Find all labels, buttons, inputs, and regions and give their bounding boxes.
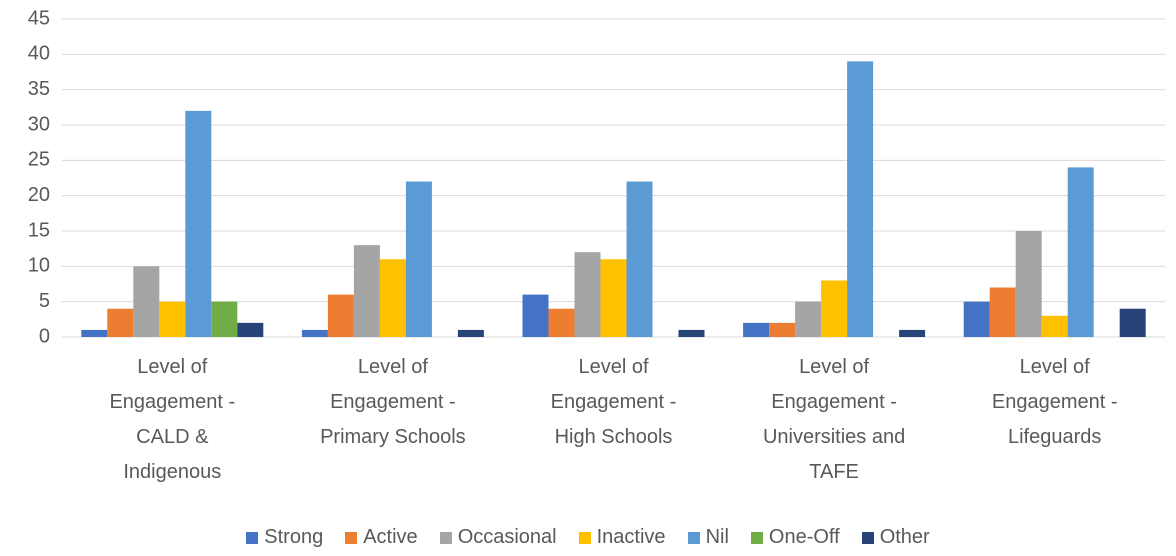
legend-swatch: [861, 531, 874, 544]
legend-swatch: [578, 531, 591, 544]
bar: [795, 301, 822, 337]
legend-label: Other: [879, 526, 930, 548]
legend-item: Nil: [687, 526, 729, 549]
x-tick-label: Level of Engagement - Primary Schools: [320, 356, 466, 448]
bar: [678, 329, 705, 337]
y-tick-label: 30: [28, 113, 50, 135]
legend-swatch: [345, 531, 358, 544]
bar: [1119, 308, 1146, 337]
y-tick-label: 15: [28, 219, 50, 241]
bar: [548, 308, 575, 337]
bar: [327, 294, 354, 337]
y-tick-label: 0: [39, 325, 50, 347]
bar: [899, 329, 926, 337]
y-tick-label: 5: [39, 290, 50, 312]
bar: [81, 329, 108, 337]
legend: Strong Active Occasional Inactive Nil One-Off…: [0, 526, 1176, 549]
x-tick-label: Level of Engagement - CALD & Indigenous: [109, 356, 236, 483]
bar: [821, 280, 848, 337]
bar: [405, 181, 432, 337]
bar: [574, 252, 601, 337]
y-tick-label: 25: [28, 149, 50, 171]
bar: [457, 329, 484, 337]
legend-item: Occasional: [439, 526, 557, 549]
legend-swatch: [246, 531, 259, 544]
bar: [159, 301, 186, 337]
bar: [1067, 167, 1094, 337]
legend-label: Inactive: [596, 526, 666, 548]
bar: [522, 294, 549, 337]
bar: [1041, 315, 1068, 337]
bar: [626, 181, 653, 337]
x-tick-label: Level of Engagement - Lifeguards: [991, 356, 1118, 448]
x-tick-label: Level of Engagement - Universities and T…: [762, 356, 906, 483]
legend-item: One-Off: [750, 526, 840, 549]
bar: [989, 287, 1016, 337]
legend-swatch: [687, 531, 700, 544]
legend-label: Occasional: [457, 526, 557, 548]
bar: [769, 322, 796, 337]
legend-label: Nil: [705, 526, 729, 548]
bar: [185, 110, 212, 337]
y-tick-label: 35: [28, 78, 50, 100]
bar: [963, 301, 990, 337]
bar: [133, 266, 160, 337]
bar: [237, 322, 264, 337]
legend-label: Active: [363, 526, 418, 548]
bar: [1015, 231, 1042, 337]
bar: [600, 259, 627, 337]
legend-item: Inactive: [578, 526, 666, 549]
y-tick-label: 10: [28, 255, 50, 277]
legend-swatch: [439, 531, 452, 544]
y-tick-label: 45: [28, 7, 50, 29]
legend-label: Strong: [264, 526, 324, 548]
legend-item: Active: [345, 526, 418, 549]
bar: [353, 245, 380, 337]
bar: [301, 329, 328, 337]
legend-label: One-Off: [768, 526, 840, 548]
x-tick-label: Level of Engagement - High Schools: [550, 356, 677, 448]
bar: [743, 322, 770, 337]
bar: [211, 301, 238, 337]
y-tick-label: 40: [28, 43, 50, 65]
legend-item: Other: [861, 526, 930, 549]
legend-item: Strong: [246, 526, 323, 549]
bar: [379, 259, 406, 337]
plot: 0 5 10 15 20 25 30 35 40 45: [28, 7, 1165, 347]
bar: [847, 61, 874, 338]
y-tick-label: 20: [28, 184, 50, 206]
bar: [107, 308, 134, 337]
legend-swatch: [750, 531, 763, 544]
